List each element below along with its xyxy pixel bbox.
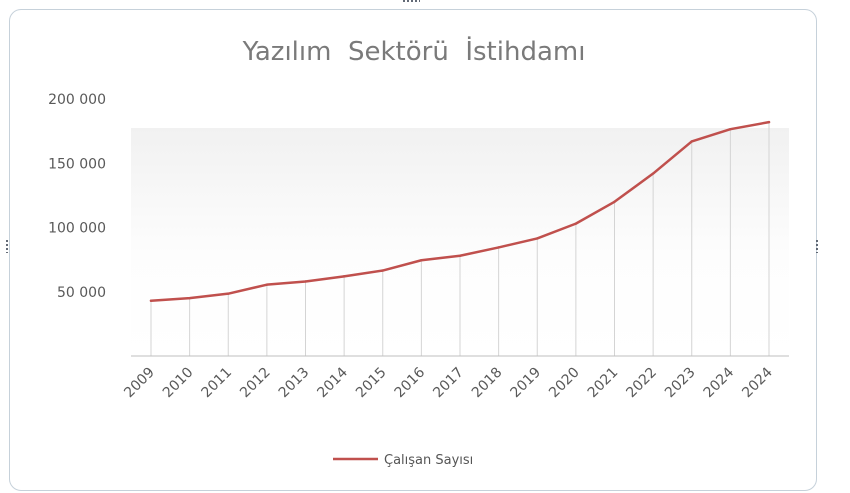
data-point xyxy=(767,120,771,124)
data-point xyxy=(420,259,423,262)
x-tick-label: 2014 xyxy=(314,364,351,401)
resize-handle-left[interactable] xyxy=(6,239,10,259)
resize-handle-top[interactable] xyxy=(402,0,426,6)
x-tick-label: 2024 xyxy=(739,364,776,401)
data-point xyxy=(536,237,539,240)
data-point xyxy=(304,280,307,283)
data-point xyxy=(690,140,693,143)
legend-label-calisan-sayisi: Çalışan Sayısı xyxy=(384,453,473,468)
y-tick-label: 50 000 xyxy=(57,285,106,301)
data-point xyxy=(574,222,578,225)
y-axis: 50 000 100 000 150 000 200 000 xyxy=(48,92,106,301)
legend: Çalışan Sayısı xyxy=(333,453,473,468)
x-tick-label: 2024 xyxy=(701,364,738,401)
x-tick-label: 2021 xyxy=(585,365,622,402)
x-tick-label: 2016 xyxy=(392,364,429,401)
data-point xyxy=(265,283,269,286)
x-tick-label: 2022 xyxy=(623,365,660,402)
y-tick-label: 200 000 xyxy=(48,92,106,108)
chart-title: Yazılım Sektörü İstihdamı xyxy=(242,35,586,67)
data-point xyxy=(149,299,153,302)
x-tick-label: 2015 xyxy=(353,365,390,402)
drop-lines xyxy=(150,122,770,356)
x-axis: 2009 2010 2011 2012 2013 2014 2015 2016 2017 2018… xyxy=(121,364,776,401)
x-tick-label: 2018 xyxy=(469,365,506,402)
data-point xyxy=(613,200,616,203)
x-tick-label: 2009 xyxy=(121,365,158,402)
data-point xyxy=(381,269,384,272)
x-tick-label: 2010 xyxy=(160,365,197,402)
y-tick-label: 100 000 xyxy=(48,221,106,237)
resize-handle-right[interactable] xyxy=(816,239,820,259)
data-point xyxy=(729,127,732,131)
data-point xyxy=(458,254,462,257)
x-tick-label: 2013 xyxy=(276,365,313,402)
y-tick-label: 150 000 xyxy=(48,156,106,172)
x-tick-label: 2012 xyxy=(237,365,274,402)
series-layer xyxy=(149,120,771,302)
data-point xyxy=(342,275,346,278)
data-point xyxy=(188,296,191,300)
data-point xyxy=(497,246,500,249)
x-tick-label: 2011 xyxy=(199,365,236,402)
data-point xyxy=(651,172,655,175)
x-tick-label: 2023 xyxy=(662,365,699,402)
x-tick-label: 2017 xyxy=(430,365,467,402)
x-tick-label: 2019 xyxy=(508,365,545,402)
x-tick-label: 2020 xyxy=(546,365,583,402)
data-point xyxy=(227,292,230,295)
